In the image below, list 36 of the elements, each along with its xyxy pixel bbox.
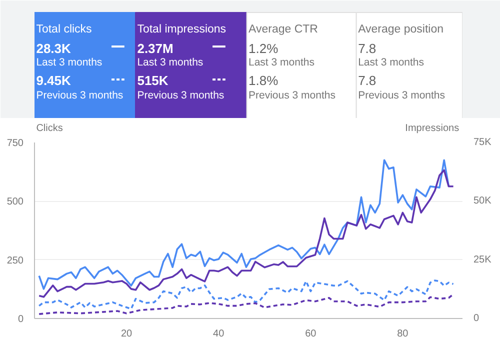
x-tick-label: 80 [397,328,409,340]
category-label: Total impressions [137,24,226,36]
y2-tick-label: 0 [474,313,480,324]
y2-tick-label: 75K [474,137,492,148]
text: Previous 3 months [358,90,446,102]
y-tick-label: 0 [18,314,24,325]
text: Last 3 months [137,56,204,68]
text: 9.45K [36,73,71,88]
y-axis-title: Clicks [36,123,63,134]
y-tick-label: 250 [6,255,24,266]
x-tick-label: 60 [305,328,317,340]
text: 1.8% [248,73,278,88]
y2-tick-label: 25K [474,254,492,266]
category-label: Average CTR [248,24,318,36]
text: Previous 3 months [137,90,224,102]
category-label: Total clicks [36,24,92,36]
text: 7.8 [358,41,376,56]
line-series [38,293,454,315]
text: Previous 3 months [36,90,124,102]
text: Previous 3 months [248,90,336,102]
text: 28.3K [36,41,71,56]
text: 1.2% [248,41,278,56]
y-tick-label: 500 [6,196,24,208]
text: 2.37M [137,41,174,56]
text: 515K [137,73,168,88]
text: Last 3 months [358,56,424,68]
x-tick-label: 40 [213,328,225,340]
text: Last 3 months [36,56,102,68]
x-tick-label: 20 [120,328,133,340]
y2-tick-label: 50K [474,196,492,207]
text: 7.8 [358,73,376,88]
category-label: Average position [358,24,444,36]
text: Last 3 months [248,56,314,68]
y-tick-label: 750 [6,138,24,149]
y2-axis-title: Impressions [405,123,460,134]
line-series [38,280,454,310]
